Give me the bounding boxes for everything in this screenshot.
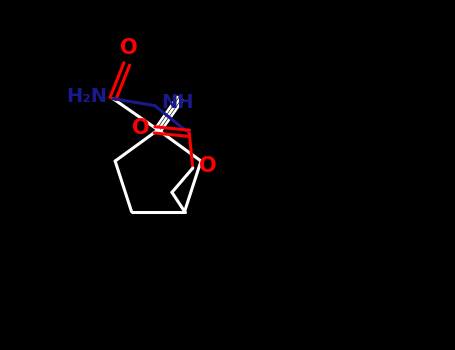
Text: O: O (120, 38, 137, 58)
Text: O: O (132, 118, 149, 138)
Text: H₂N: H₂N (67, 88, 108, 106)
Text: O: O (199, 156, 217, 176)
Text: NH: NH (161, 93, 193, 112)
